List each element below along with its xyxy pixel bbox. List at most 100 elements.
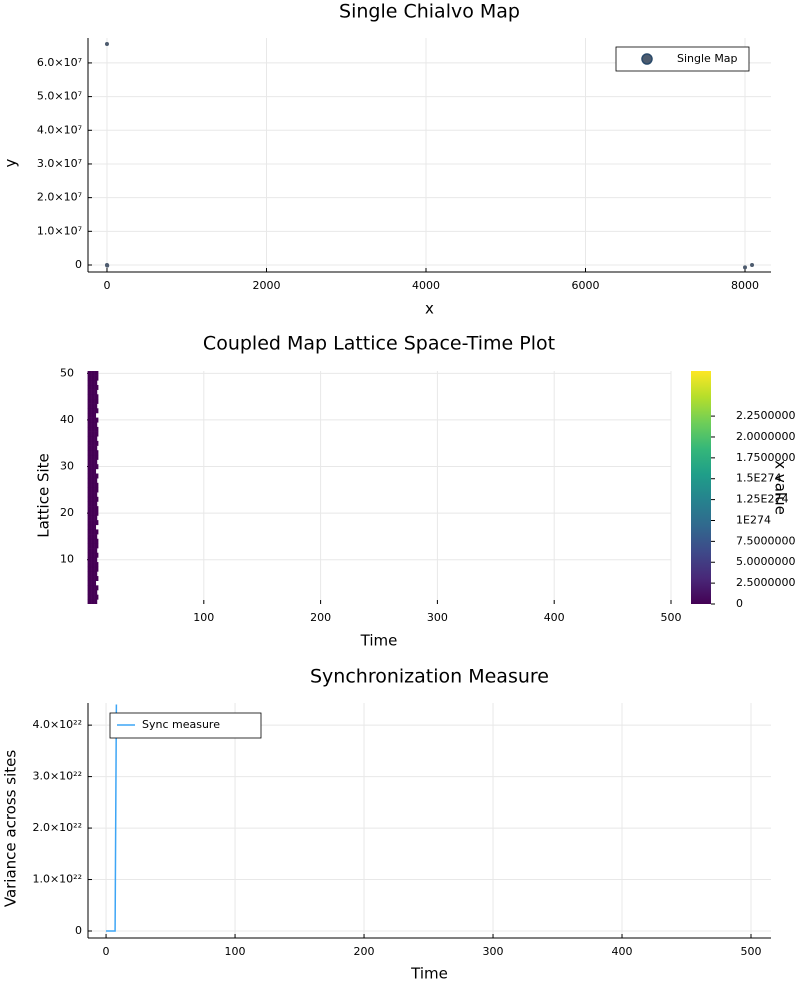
heatmap-cell <box>88 492 91 498</box>
x-tick-label: 0 <box>103 279 110 292</box>
heatmap-cell <box>89 492 92 498</box>
heatmap-cell <box>87 562 90 568</box>
heatmap-cell <box>92 394 94 400</box>
heatmap-cell <box>91 529 93 535</box>
heatmap-cell <box>94 371 97 376</box>
heatmap-cell <box>91 487 93 493</box>
y-tick-label: 2.0×10²² <box>32 821 82 834</box>
x-tick-label: 500 <box>661 611 682 624</box>
heatmap-cell <box>95 478 98 484</box>
heatmap-cell <box>94 520 97 526</box>
heatmap-cell <box>93 473 95 479</box>
heatmap-cell <box>92 520 94 526</box>
heatmap-cell <box>93 501 95 507</box>
y-tick-label: 1.0×10⁷ <box>37 224 82 237</box>
heatmap-cell <box>94 571 97 577</box>
heatmap-cell <box>93 594 95 600</box>
heatmap-cell <box>91 468 93 474</box>
heatmap-cell <box>92 384 94 390</box>
heatmap-cell <box>88 538 91 544</box>
heatmap-cell <box>93 552 95 558</box>
heatmap-cell <box>92 590 94 595</box>
heatmap-cell <box>89 464 92 470</box>
heatmap-cell <box>91 450 93 456</box>
heatmap-cell <box>89 380 92 386</box>
chart-title: Single Chialvo Map <box>339 1 520 23</box>
heatmap-cell <box>89 459 92 465</box>
heatmap-cell <box>91 403 93 409</box>
heatmap-cell <box>89 510 92 516</box>
heatmap-cell <box>94 510 97 516</box>
heatmap-cell <box>94 487 97 493</box>
heatmap-cell <box>87 524 90 530</box>
heatmap-cell <box>87 422 90 428</box>
heatmap-cell <box>87 548 90 554</box>
heatmap-cell <box>94 431 97 437</box>
heatmap-cell <box>95 426 98 432</box>
heatmap-cell <box>95 459 98 465</box>
heatmap-cell <box>92 585 94 591</box>
heatmap-cell <box>94 590 97 595</box>
heatmap-cell <box>93 450 95 456</box>
colorbar-label: x value <box>772 460 790 515</box>
heatmap-cell <box>91 417 93 423</box>
heatmap-cell <box>87 473 90 479</box>
heatmap-cell <box>93 534 95 540</box>
heatmap-cell <box>92 524 94 530</box>
y-tick-label: 3.0×10²² <box>32 770 82 783</box>
heatmap-cell <box>89 552 92 558</box>
heatmap-cell <box>91 590 93 595</box>
heatmap-cell <box>94 380 97 386</box>
heatmap-cell <box>91 482 93 488</box>
heatmap-cell <box>88 473 91 479</box>
heatmap-cell <box>95 538 98 544</box>
heatmap-cell <box>87 496 90 502</box>
heatmap-cell <box>88 562 91 568</box>
heatmap-cell <box>96 440 99 446</box>
heatmap-cell <box>91 576 93 581</box>
line <box>106 704 118 932</box>
heatmap-cell <box>94 459 97 465</box>
heatmap-cell <box>88 478 91 484</box>
heatmap-cell <box>93 529 95 535</box>
heatmap-cell <box>94 501 97 507</box>
heatmap-cell <box>93 431 95 437</box>
heatmap-cell <box>92 417 94 423</box>
heatmap-cell <box>88 487 91 493</box>
heatmap-cell <box>94 548 97 554</box>
heatmap-cell <box>88 408 91 414</box>
heatmap-cell <box>94 412 97 418</box>
heatmap-cell <box>94 468 97 474</box>
heatmap-cell <box>95 492 98 498</box>
heatmap-cell <box>92 594 94 600</box>
heatmap-cell <box>95 515 98 521</box>
heatmap-cell <box>93 436 95 442</box>
heatmap-cell <box>88 571 91 577</box>
heatmap-cell <box>94 492 97 498</box>
x-tick-label: 300 <box>427 611 448 624</box>
heatmap-cell <box>89 417 92 423</box>
heatmap-cell <box>89 580 92 586</box>
heatmap-cell <box>87 431 90 437</box>
heatmap-cell <box>94 515 97 521</box>
heatmap-cell <box>88 431 91 437</box>
heatmap-cell <box>96 520 99 526</box>
heatmap-cell <box>92 599 94 604</box>
heatmap-cell <box>88 417 91 423</box>
heatmap-cell <box>94 496 97 502</box>
colorbar <box>691 371 711 604</box>
heatmap-cell <box>88 529 91 535</box>
heatmap-cell <box>93 548 95 554</box>
heatmap-cell <box>91 464 93 470</box>
heatmap-cell <box>93 468 95 474</box>
colorbar-tick-label: 2.5000000 <box>736 576 796 589</box>
x-axis-label: x <box>425 300 434 318</box>
y-tick-label: 20 <box>60 506 74 519</box>
heatmap-cell <box>96 562 99 568</box>
heatmap-cell <box>96 506 99 512</box>
heatmap-cell <box>94 529 97 535</box>
heatmap-cell <box>88 501 91 507</box>
heatmap-cell <box>92 580 94 586</box>
heatmap-cell <box>95 510 98 516</box>
